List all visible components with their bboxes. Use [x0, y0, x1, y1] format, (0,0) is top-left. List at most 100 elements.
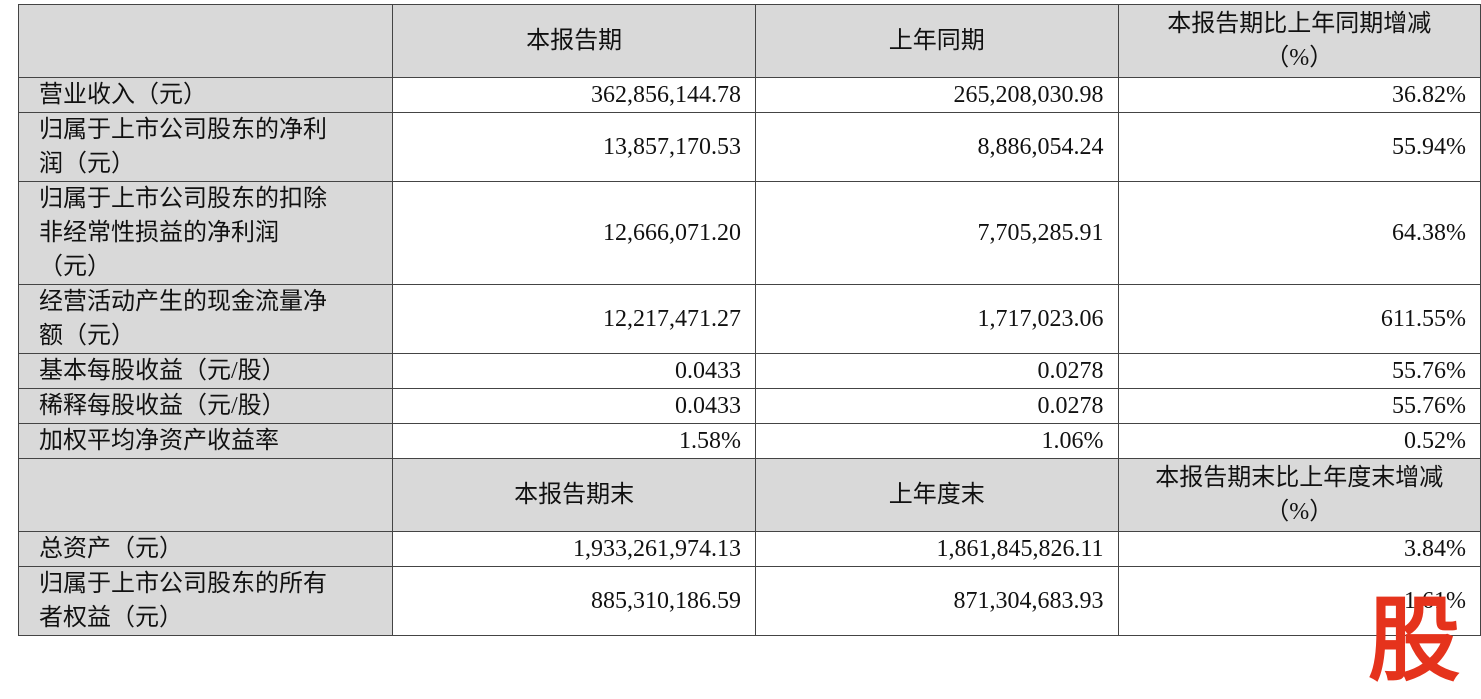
- header-cell: 上年同期: [754, 4, 1119, 78]
- text: 7,705,285.91: [977, 220, 1104, 246]
- data-row: 加权平均净资产收益率 1.58% 1.06% 0.52%: [17, 423, 1481, 459]
- text: 871,304,683.93: [953, 588, 1104, 614]
- text: 265,208,030.98: [953, 82, 1104, 108]
- value-cell: 12,217,471.27: [392, 284, 756, 354]
- text: 64.38%: [1392, 220, 1466, 246]
- text: 611.55%: [1380, 306, 1466, 332]
- data-row: 归属于上市公司股东的净利 润（元） 13,857,170.53 8,886,054.2…: [17, 112, 1481, 182]
- text: 3.84%: [1404, 536, 1466, 562]
- row-label: 营业收入（元）: [17, 77, 394, 113]
- text: （%）: [1265, 499, 1334, 525]
- header-cell: 本报告期: [392, 4, 756, 78]
- value-cell: 55.76%: [1117, 353, 1481, 389]
- header-cell: 上年度末: [754, 458, 1119, 532]
- text: 加权平均净资产收益率: [39, 428, 279, 454]
- row-label: 归属于上市公司股东的净利 润（元）: [17, 112, 394, 182]
- text: 上年度末: [888, 482, 985, 508]
- header-row: 本报告期 上年同期 本报告期比上年同期增减 （%）: [17, 4, 1481, 78]
- watermark: 股: [1368, 587, 1461, 694]
- value-cell: 55.94%: [1117, 112, 1481, 182]
- text: 本报告期末: [514, 482, 635, 508]
- text: 0.0433: [674, 358, 741, 384]
- value-cell: 0.0278: [754, 388, 1119, 424]
- text: 0.0278: [1037, 393, 1104, 419]
- header-cell: 本报告期末: [392, 458, 756, 532]
- data-row: 营业收入（元） 362,856,144.78 265,208,030.98 36.82…: [17, 77, 1481, 113]
- text: 1,861,845,826.11: [936, 536, 1104, 562]
- data-row: 经营活动产生的现金流量净 额（元） 12,217,471.27 1,717,023.0…: [17, 284, 1481, 354]
- text: （%）: [1265, 45, 1334, 71]
- value-cell: 0.52%: [1117, 423, 1481, 459]
- data-row: 总资产（元） 1,933,261,974.13 1,861,845,826.11 3.…: [17, 531, 1481, 567]
- text: 12,666,071.20: [602, 220, 741, 246]
- text: 归属于上市公司股东的净利: [39, 117, 327, 143]
- data-row: 基本每股收益（元/股） 0.0433 0.0278 55.76%: [17, 353, 1481, 389]
- value-cell: 1.61%: [1117, 566, 1481, 636]
- value-cell: 8,886,054.24: [754, 112, 1119, 182]
- text: 营业收入（元）: [39, 82, 207, 108]
- data-row: 归属于上市公司股东的扣除 非经常性损益的净利润 （元） 12,666,071.20 7,…: [17, 181, 1481, 285]
- value-cell: 265,208,030.98: [754, 77, 1119, 113]
- data-row: 稀释每股收益（元/股） 0.0433 0.0278 55.76%: [17, 388, 1481, 424]
- value-cell: 1,861,845,826.11: [754, 531, 1119, 567]
- value-cell: 0.0433: [392, 388, 756, 424]
- page: 本报告期 上年同期 本报告期比上年同期增减 （%） 营业收入（元） 362,856,144…: [17, 4, 1481, 694]
- value-cell: 1.58%: [392, 423, 756, 459]
- text: 885,310,186.59: [590, 588, 741, 614]
- row-label: 稀释每股收益（元/股）: [17, 388, 394, 424]
- value-cell: 13,857,170.53: [392, 112, 756, 182]
- row-label: 总资产（元）: [17, 531, 394, 567]
- value-cell: 12,666,071.20: [392, 181, 756, 285]
- text: 55.76%: [1392, 358, 1466, 384]
- text: 1.58%: [678, 428, 741, 454]
- text: 经营活动产生的现金流量净: [39, 289, 327, 315]
- row-label: 归属于上市公司股东的扣除 非经常性损益的净利润 （元）: [17, 181, 394, 285]
- value-cell: 885,310,186.59: [392, 566, 756, 636]
- value-cell: 0.0278: [754, 353, 1119, 389]
- value-cell: 362,856,144.78: [392, 77, 756, 113]
- value-cell: 1,933,261,974.13: [392, 531, 756, 567]
- text: 8,886,054.24: [977, 134, 1104, 160]
- value-cell: 64.38%: [1117, 181, 1481, 285]
- text: 55.94%: [1392, 134, 1466, 160]
- text: 上年同期: [888, 28, 985, 54]
- text: （元）: [39, 254, 111, 280]
- text: 者权益（元）: [39, 605, 183, 631]
- text: 非经常性损益的净利润: [39, 220, 279, 246]
- value-cell: 0.0433: [392, 353, 756, 389]
- value-cell: 1,717,023.06: [754, 284, 1119, 354]
- text: 归属于上市公司股东的所有: [39, 571, 327, 597]
- text: 1.61%: [1404, 588, 1466, 614]
- header-cell: 本报告期比上年同期增减 （%）: [1117, 4, 1481, 78]
- row-label: 归属于上市公司股东的所有 者权益（元）: [17, 566, 394, 636]
- value-cell: 611.55%: [1117, 284, 1481, 354]
- value-cell: 1.06%: [754, 423, 1119, 459]
- text: 1,717,023.06: [977, 306, 1104, 332]
- header-cell: 本报告期末比上年度末增减 （%）: [1117, 458, 1481, 532]
- value-cell: 3.84%: [1117, 531, 1481, 567]
- row-label: 加权平均净资产收益率: [17, 423, 394, 459]
- text: 0.0278: [1037, 358, 1104, 384]
- text: 0.0433: [674, 393, 741, 419]
- row-label: 经营活动产生的现金流量净 额（元）: [17, 284, 394, 354]
- text: 36.82%: [1392, 82, 1466, 108]
- row-label: 基本每股收益（元/股）: [17, 353, 394, 389]
- text: 总资产（元）: [39, 536, 183, 562]
- text: 稀释每股收益（元/股）: [39, 393, 286, 419]
- text: 55.76%: [1392, 393, 1466, 419]
- text: 1.06%: [1041, 428, 1104, 454]
- text: 13,857,170.53: [602, 134, 741, 160]
- text: 362,856,144.78: [590, 82, 741, 108]
- data-row: 归属于上市公司股东的所有 者权益（元） 885,310,186.59 871,304,…: [17, 566, 1481, 636]
- financial-table: 本报告期 上年同期 本报告期比上年同期增减 （%） 营业收入（元） 362,856,144…: [17, 4, 1481, 636]
- text: 归属于上市公司股东的扣除: [39, 186, 327, 212]
- text: 基本每股收益（元/股）: [39, 358, 286, 384]
- text: 12,217,471.27: [602, 306, 741, 332]
- header-cell: [17, 4, 394, 78]
- text: 1,933,261,974.13: [572, 536, 741, 562]
- value-cell: 871,304,683.93: [754, 566, 1119, 636]
- value-cell: 36.82%: [1117, 77, 1481, 113]
- text: 本报告期比上年同期增减: [1167, 11, 1432, 37]
- header-row: 本报告期末 上年度末 本报告期末比上年度末增减 （%）: [17, 458, 1481, 532]
- value-cell: 7,705,285.91: [754, 181, 1119, 285]
